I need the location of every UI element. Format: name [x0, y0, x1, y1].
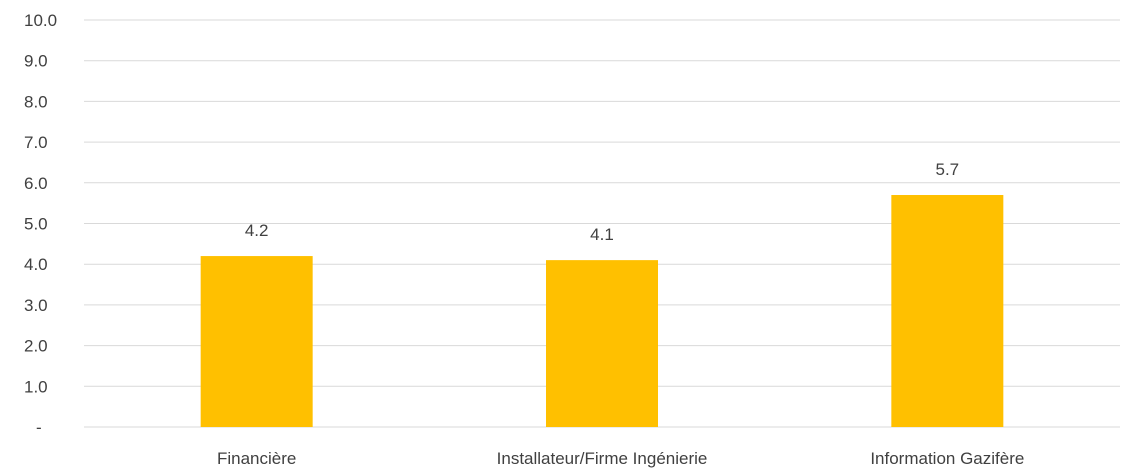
y-tick-label: 8.0: [24, 92, 48, 111]
data-label: 4.2: [245, 221, 269, 240]
bar: [546, 260, 658, 427]
y-tick-label: 3.0: [24, 296, 48, 315]
x-axis-categories: Financière Installateur/Firme Ingénierie I…: [217, 449, 1024, 468]
x-category-label: Information Gazifère: [870, 449, 1024, 468]
data-label: 4.1: [590, 225, 614, 244]
y-tick-label: 1.0: [24, 377, 48, 396]
y-tick-label: 10.0: [24, 11, 57, 30]
x-category-label: Financière: [217, 449, 296, 468]
y-tick-label: 4.0: [24, 255, 48, 274]
y-tick-label: 9.0: [24, 52, 48, 71]
y-tick-label: 5.0: [24, 215, 48, 234]
bars: [200, 195, 1004, 427]
y-axis-ticks: - 1.0 2.0 3.0 4.0 5.0 6.0 7.0 8.0 9.0 10.0: [24, 11, 57, 437]
y-tick-label: 7.0: [24, 133, 48, 152]
data-label: 5.7: [936, 160, 960, 179]
y-tick-label: 2.0: [24, 337, 48, 356]
bar: [200, 256, 313, 427]
y-tick-label: 6.0: [24, 174, 48, 193]
bar: [891, 195, 1004, 427]
data-labels: 4.2 4.1 5.7: [245, 160, 959, 244]
x-category-label: Installateur/Firme Ingénierie: [497, 449, 708, 468]
y-tick-label: -: [36, 418, 42, 437]
